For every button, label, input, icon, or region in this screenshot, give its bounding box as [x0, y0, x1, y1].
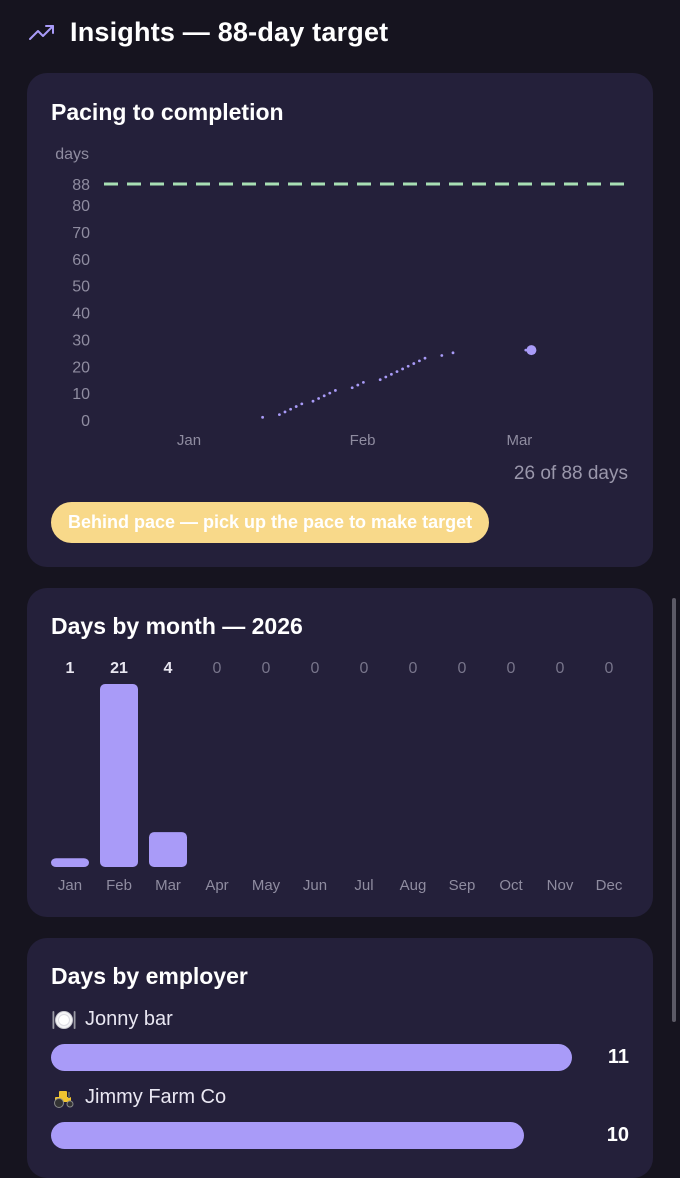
data-point — [283, 410, 287, 414]
data-point — [322, 394, 326, 398]
bar-value-label: 1 — [66, 660, 75, 677]
tractor-icon — [54, 1090, 74, 1108]
data-point — [294, 405, 298, 408]
page-title: Insights — 88-day target — [70, 16, 389, 47]
data-point — [334, 389, 337, 392]
pacing-title: Pacing to completion — [51, 99, 284, 125]
days-by-month-card: Days by month — 2026 1 Jan 21 Feb 4 Mar 0 Apr 0 M… — [27, 588, 653, 917]
month-label: May — [252, 877, 281, 894]
y-tick-label: 0 — [81, 413, 90, 430]
data-point — [390, 372, 393, 376]
month-label: Oct — [499, 877, 523, 894]
pacing-chart: days 0 10 20 30 40 50 60 70 80 88 Jan Feb Mar — [55, 146, 627, 449]
days-by-employer-card: Days by employer Jonny bar 11 Ji — [27, 938, 653, 1178]
scrollbar[interactable] — [672, 598, 676, 1022]
month-label: Dec — [596, 877, 623, 894]
bar-value-label: 0 — [213, 660, 222, 677]
plate-utensils-icon — [52, 1010, 76, 1029]
data-point — [289, 407, 292, 411]
data-point — [440, 354, 444, 357]
employer-bar — [51, 1122, 525, 1149]
employer-row: Jonny bar 11 — [51, 1008, 629, 1074]
trending-up-icon — [29, 25, 54, 40]
days-by-month-chart: 1 Jan 21 Feb 4 Mar 0 Apr 0 May 0 Jun 0 Jul 0 Aug 0 Sep 0 Oc… — [51, 660, 623, 894]
bar-value-label: 0 — [605, 660, 614, 677]
y-tick-label: 50 — [72, 279, 90, 296]
x-tick-label: Mar — [506, 432, 532, 449]
y-tick-label: 40 — [72, 306, 90, 323]
x-tick-label: Jan — [177, 432, 201, 449]
y-axis-label: days — [55, 146, 89, 163]
pacing-card: Pacing to completion days 0 10 20 30 40 50 60 70… — [27, 73, 653, 567]
pace-status-badge: Behind pace — pick up the pace to make t… — [51, 502, 490, 543]
month-label: Apr — [205, 877, 228, 894]
month-bar — [100, 684, 138, 867]
bar-value-label: 0 — [311, 660, 320, 677]
y-tick-label: 70 — [72, 225, 90, 242]
pacing-summary: 26 of 88 days — [513, 463, 628, 484]
y-tick-label: 80 — [72, 198, 90, 215]
data-point — [261, 415, 264, 419]
data-point — [350, 386, 354, 390]
data-point — [406, 364, 410, 368]
employer-days: 11 — [607, 1046, 629, 1068]
month-label: Mar — [155, 877, 181, 894]
data-point — [412, 362, 416, 365]
bar-value-label: 21 — [110, 660, 128, 677]
month-bar — [51, 858, 89, 867]
data-point — [384, 375, 388, 379]
y-tick-label: 30 — [72, 332, 90, 349]
bar-value-label: 0 — [409, 660, 418, 677]
month-label: Aug — [400, 877, 427, 894]
data-point — [328, 391, 332, 395]
x-tick-label: Feb — [350, 432, 376, 449]
data-point — [278, 413, 281, 417]
bar-value-label: 0 — [262, 660, 271, 677]
data-point — [317, 397, 320, 400]
data-point — [311, 399, 315, 403]
month-bar — [149, 832, 187, 867]
month-label: Feb — [106, 877, 132, 894]
bar-value-label: 0 — [458, 660, 467, 677]
y-tick-label: 10 — [72, 386, 90, 403]
bar-value-label: 0 — [556, 660, 565, 677]
employer-row: Jimmy Farm Co 10 — [51, 1086, 629, 1152]
data-point — [401, 367, 404, 371]
data-point — [395, 370, 399, 374]
data-point — [356, 383, 360, 387]
month-label: Jul — [354, 877, 373, 894]
y-tick-label: 88 — [72, 177, 90, 194]
bar-value-label: 0 — [507, 660, 516, 677]
employer-bar — [51, 1044, 572, 1071]
month-label: Sep — [449, 877, 476, 894]
month-label: Jun — [303, 877, 327, 894]
employer-days: 10 — [606, 1124, 629, 1146]
y-tick-label: 20 — [72, 359, 90, 376]
days-by-employer-title: Days by employer — [51, 963, 248, 989]
y-tick-label: 60 — [72, 252, 90, 269]
data-point — [300, 402, 304, 406]
data-point — [423, 356, 427, 360]
page-header: Insights — 88-day target — [28, 14, 388, 50]
current-point — [526, 345, 537, 356]
data-point — [362, 380, 365, 384]
data-point — [378, 378, 382, 382]
bar-value-label: 0 — [360, 660, 369, 677]
month-label: Jan — [58, 877, 82, 894]
days-by-month-title: Days by month — 2026 — [51, 613, 303, 639]
bar-value-label: 4 — [164, 660, 173, 677]
data-point — [418, 359, 421, 363]
month-label: Nov — [547, 877, 574, 894]
data-point — [451, 351, 455, 355]
employer-name: Jimmy Farm Co — [85, 1086, 227, 1108]
employer-name: Jonny bar — [85, 1008, 173, 1030]
